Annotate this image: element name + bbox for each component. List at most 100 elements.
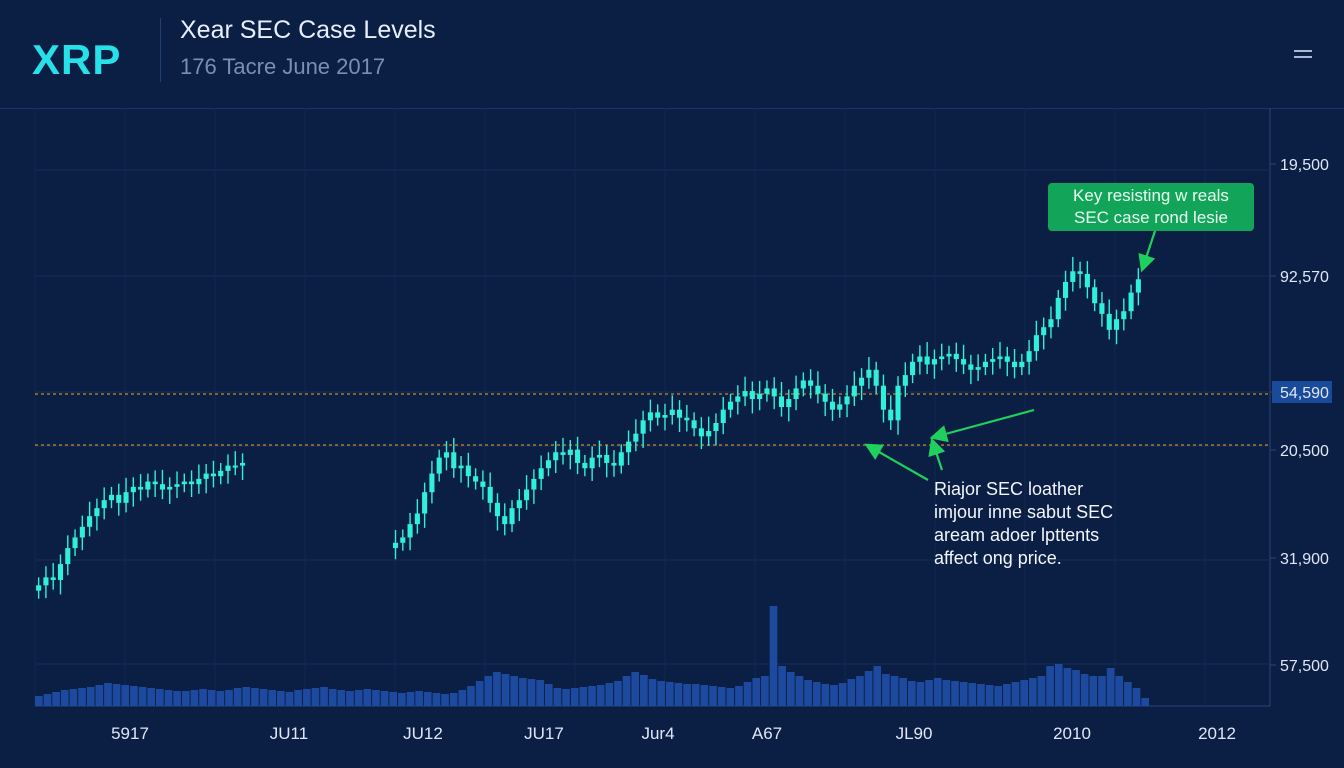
volume-bar <box>467 686 475 706</box>
x-tick-label: A67 <box>752 724 782 743</box>
x-tick-label: JU17 <box>524 724 564 743</box>
volume-bar <box>311 688 320 706</box>
volume-bar <box>1063 668 1072 706</box>
candle-body <box>473 476 479 482</box>
volume-bar <box>251 688 259 706</box>
volume-bar <box>130 686 138 706</box>
candle-body <box>502 516 508 525</box>
candle-body <box>778 396 785 408</box>
candle-body <box>1121 311 1127 320</box>
candle-body <box>524 489 530 501</box>
xrp-logo: XRP <box>32 36 122 83</box>
volume-bar <box>277 691 285 706</box>
annotation-line: aream adoer lpttents <box>934 525 1100 545</box>
candle-body <box>560 452 566 455</box>
annotation-arrows <box>864 227 1158 481</box>
menu-icon[interactable] <box>1290 46 1318 64</box>
candle-body <box>407 524 413 538</box>
annotation-line: SEC case rond lesie <box>1073 208 1229 227</box>
volume-bar <box>1089 676 1098 706</box>
candle-body <box>844 396 850 405</box>
candle-body <box>822 393 828 402</box>
candle-body <box>494 502 501 517</box>
volume-bar <box>933 678 942 706</box>
volume-bar <box>398 693 406 706</box>
volume-bar <box>691 684 700 706</box>
candle-body <box>480 481 486 487</box>
volume-bar <box>199 689 207 706</box>
candle-body <box>181 481 187 485</box>
volume-bar <box>1072 670 1080 706</box>
volume-bar <box>328 689 337 706</box>
volume-bar <box>86 687 95 706</box>
volume-bar <box>190 690 199 706</box>
candle-body <box>145 481 151 490</box>
volume-bar <box>95 685 104 706</box>
candle-body <box>1128 292 1134 312</box>
x-axis-labels: 5917 JU11 JU12 JU17 Jur4 A67 JL90 2010 2012 <box>111 724 1236 743</box>
candle-body <box>611 462 617 466</box>
candle-body <box>953 353 959 360</box>
candle-body <box>749 391 755 400</box>
x-tick-label: 2012 <box>1198 724 1236 743</box>
volume-bar <box>665 682 674 706</box>
candle-body <box>553 452 559 461</box>
candle-body <box>626 441 632 453</box>
annotation-line: imjour inne sabut SEC <box>934 502 1114 522</box>
candle-body <box>786 399 792 408</box>
volume-bar <box>631 672 640 706</box>
volume-bar <box>406 692 415 706</box>
candle-body <box>888 409 894 421</box>
candle-body <box>538 468 544 479</box>
candle-body <box>567 449 573 455</box>
volume-bar <box>268 690 277 706</box>
candle-body <box>1033 335 1039 352</box>
volume-bar <box>294 690 302 706</box>
volume-bar <box>1141 698 1149 706</box>
candle-body <box>837 404 843 410</box>
y-tick-label: 57,500 <box>1280 658 1329 675</box>
x-tick-label: JU12 <box>403 724 443 743</box>
candle-body <box>1106 313 1112 330</box>
candle-body <box>451 452 457 469</box>
candle-body <box>108 494 115 501</box>
volume-bar <box>216 691 225 706</box>
candle-body <box>808 380 814 386</box>
candle-body <box>895 385 901 421</box>
candle-body <box>79 526 85 538</box>
candle-body <box>640 420 646 434</box>
candle-body <box>684 417 690 421</box>
candle-body <box>713 423 719 431</box>
candle-body <box>400 537 406 543</box>
candle-body <box>676 409 683 418</box>
candle-body <box>764 388 770 394</box>
candle-body <box>946 353 952 357</box>
candle-body <box>545 460 551 469</box>
volume-bar <box>579 687 588 706</box>
volume-bar <box>1020 680 1028 706</box>
candle-body <box>1070 271 1076 282</box>
candle-body <box>1004 356 1010 362</box>
candle-body <box>582 462 588 469</box>
volume-bar <box>320 687 328 706</box>
volume-bar <box>951 681 959 706</box>
candle-body <box>902 375 908 386</box>
candle-body <box>210 473 216 477</box>
volume-bar <box>743 682 752 706</box>
volume-bar <box>622 676 631 706</box>
candle-body <box>815 385 821 394</box>
volume-bar <box>475 681 484 706</box>
volume-bar <box>1124 682 1132 706</box>
candle-body <box>771 388 777 397</box>
volume-bar <box>225 690 233 706</box>
menu-icon-bar <box>1294 50 1312 52</box>
volume-bar <box>35 696 43 706</box>
volume-bar <box>60 690 69 706</box>
candle-body <box>604 454 610 463</box>
volume-bar <box>519 678 527 706</box>
volume-bar <box>899 678 907 706</box>
volume-bar <box>890 676 899 706</box>
x-tick-label: Jur4 <box>641 724 674 743</box>
volume-bar <box>78 688 86 706</box>
candle-body <box>596 454 602 458</box>
